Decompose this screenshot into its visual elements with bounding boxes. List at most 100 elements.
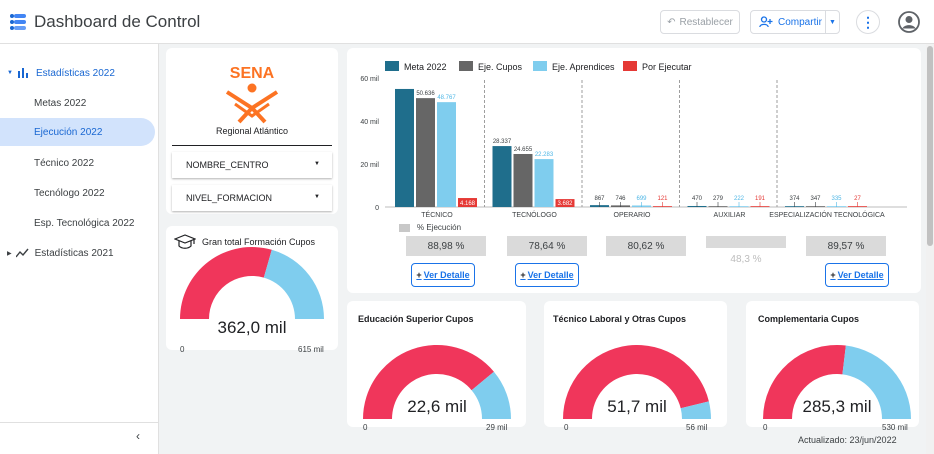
ejecucion-pct-operario: 80,62 %: [606, 236, 686, 256]
share-button[interactable]: Compartir ▼: [750, 10, 840, 34]
gauge-value: 285,3 mil: [802, 397, 872, 416]
nivel-filter-select[interactable]: NIVEL_FORMACION ▼: [172, 185, 332, 211]
ver-detalle-especializacion-button[interactable]: + Ver Detalle: [825, 263, 889, 287]
sidebar-item-ejecucion-2022[interactable]: Ejecución 2022: [0, 118, 155, 146]
legend-swatch: [533, 61, 547, 71]
total-gauge-card: Gran total Formación Cupos 362,0 mil 0 6…: [166, 226, 338, 354]
ejecucion-pct-especializacion: 89,57 %: [806, 236, 886, 256]
gauge-min: 0: [363, 423, 368, 432]
gauge-card-complementaria: Complementaria Cupos 285,3 mil 0 530 mil: [746, 301, 919, 432]
total-gauge-title: Gran total Formación Cupos: [202, 237, 316, 247]
gauge-min: 0: [763, 423, 768, 432]
sena-logo-icon: SENA: [225, 65, 279, 124]
dropdown-caret-icon: ▼: [314, 194, 320, 200]
data-label: 746: [615, 196, 626, 202]
sidebar-item-tecnologo-2022[interactable]: Tecnólogo 2022: [0, 179, 155, 207]
graduation-cap-icon: [174, 234, 196, 249]
x-tick-label: TÉCNICO: [421, 210, 453, 219]
bar[interactable]: [555, 199, 575, 207]
sidebar-item-metas-2022[interactable]: Metas 2022: [0, 89, 155, 117]
sidebar-group-estadisticas-2022[interactable]: ▼ Estadísticas 2022: [0, 59, 155, 87]
looker-studio-logo-icon: [10, 14, 26, 30]
data-label: 27: [854, 196, 861, 202]
gauge-remaining-arc: [263, 249, 324, 319]
collapse-sidebar-icon[interactable]: ‹: [136, 429, 140, 443]
ver-detalle-label: Ver Detalle: [837, 270, 884, 280]
x-tick-label: ESPECIALIZACIÓN TECNOLÓGICA: [769, 210, 885, 219]
x-tick-label: AUXILIAR: [714, 212, 746, 219]
sidebar-item-label: Tecnólogo 2022: [34, 187, 105, 199]
sidebar-item-label: Ejecución 2022: [34, 126, 103, 138]
scrollbar-thumb[interactable]: [927, 46, 933, 246]
data-label: 867: [594, 196, 605, 202]
gauge-card-educacion-superior: Educación Superior Cupos 22,6 mil 0 29 m…: [347, 301, 526, 432]
sidebar-group-label: Estadísticas 2021: [34, 247, 114, 259]
more-options-button[interactable]: ⋮: [856, 10, 880, 34]
bar[interactable]: [513, 153, 533, 207]
gauge-title: Técnico Laboral y Otras Cupos: [553, 314, 687, 324]
data-label: 335: [831, 196, 842, 202]
data-label: 222: [734, 196, 745, 202]
data-label: 50.636: [416, 91, 435, 97]
top-bar: Dashboard de Control ↶ Restablecer Compa…: [0, 0, 934, 44]
line-chart-icon: [15, 248, 29, 258]
gauge-remaining-arc: [471, 371, 511, 419]
page-scrollbar[interactable]: [926, 44, 934, 454]
sidebar-item-label: Metas 2022: [34, 97, 87, 109]
gauge-filled-arc: [763, 345, 846, 419]
gauge-value: 22,6 mil: [407, 397, 467, 416]
centro-filter-select[interactable]: NOMBRE_CENTRO ▼: [172, 152, 332, 178]
dropdown-caret-icon: ▼: [314, 161, 320, 167]
data-label: 24.655: [514, 147, 533, 153]
data-label: 347: [810, 196, 821, 202]
total-gauge-max: 615 mil: [298, 345, 324, 354]
bar[interactable]: [437, 102, 456, 207]
data-label: 28.337: [493, 139, 512, 145]
bar[interactable]: [395, 88, 414, 207]
ver-detalle-tecnico-button[interactable]: + Ver Detalle: [411, 263, 475, 287]
reset-button[interactable]: ↶ Restablecer: [660, 10, 740, 34]
ejecucion-pct-auxiliar-bar: [706, 236, 786, 248]
total-gauge-min: 0: [180, 345, 185, 354]
more-vert-icon: ⋮: [861, 13, 875, 30]
chart-card: Meta 2022 Eje. Cupos Eje. Aprendices Por Ej…: [347, 48, 921, 293]
sidebar-item-tecnico-2022[interactable]: Técnico 2022: [0, 149, 155, 177]
expand-down-icon: ▼: [7, 70, 13, 76]
sidebar-item-label: Esp. Tecnológica 2022: [34, 217, 135, 229]
ver-detalle-label: Ver Detalle: [423, 270, 470, 280]
gauge-max: 29 mil: [486, 423, 508, 432]
gauge-card-tecnico-laboral: Técnico Laboral y Otras Cupos 51,7 mil 0…: [544, 301, 727, 432]
account-avatar-icon[interactable]: [898, 11, 920, 33]
legend-label: Por Ejecutar: [642, 62, 692, 72]
legend-swatch: [459, 61, 473, 71]
data-label: 3.682: [557, 201, 573, 207]
bar[interactable]: [458, 198, 477, 207]
expand-right-icon: ▶: [7, 250, 12, 257]
sidebar-group-estadisticas-2021[interactable]: ▶ Estadísticas 2021: [0, 239, 155, 267]
sidebar-item-label: Técnico 2022: [34, 157, 95, 169]
sidebar-item-esp-tecnologica-2022[interactable]: Esp. Tecnológica 2022: [0, 209, 155, 237]
x-tick-label: OPERARIO: [614, 212, 652, 219]
nivel-filter-value: NIVEL_FORMACION: [186, 193, 273, 203]
y-tick-label: 40 mil: [360, 119, 379, 126]
ejecucion-pct-tecnologo: 78,64 %: [507, 236, 587, 256]
y-tick-label: 0: [375, 205, 379, 212]
sidebar-group-label: Estadísticas 2022: [35, 67, 115, 79]
ver-detalle-label: Ver Detalle: [527, 270, 574, 280]
brand-divider: [172, 145, 332, 146]
bar[interactable]: [416, 98, 435, 207]
data-label: 699: [636, 196, 647, 202]
gauge-filled-arc: [180, 247, 272, 319]
data-label: 48.767: [437, 95, 456, 101]
bar[interactable]: [492, 146, 512, 207]
data-label: 374: [789, 196, 800, 202]
gauge-title: Complementaria Cupos: [758, 314, 860, 324]
ver-detalle-tecnologo-button[interactable]: + Ver Detalle: [515, 263, 579, 287]
bar[interactable]: [534, 159, 554, 207]
complementaria-gauge: [763, 345, 911, 419]
ejecucion-legend-swatch: [399, 224, 410, 232]
tecnico-laboral-gauge: [563, 345, 711, 419]
gauge-remaining-arc: [842, 345, 911, 419]
share-dropdown-icon[interactable]: ▼: [825, 11, 839, 33]
share-button-label: Compartir: [778, 16, 822, 28]
